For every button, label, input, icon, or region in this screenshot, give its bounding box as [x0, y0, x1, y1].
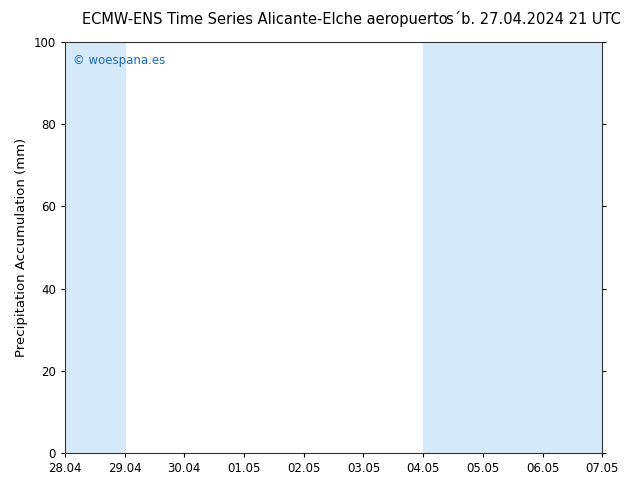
Text: ECMW-ENS Time Series Alicante-Elche aeropuerto: ECMW-ENS Time Series Alicante-Elche aero…	[82, 12, 448, 27]
Bar	[65, 42, 124, 453]
Bar	[423, 42, 543, 453]
Text: © woespana.es: © woespana.es	[73, 54, 165, 68]
Y-axis label: Precipitation Accumulation (mm): Precipitation Accumulation (mm)	[15, 138, 28, 357]
Bar	[543, 42, 602, 453]
Text: s´b. 27.04.2024 21 UTC: s´b. 27.04.2024 21 UTC	[446, 12, 621, 27]
